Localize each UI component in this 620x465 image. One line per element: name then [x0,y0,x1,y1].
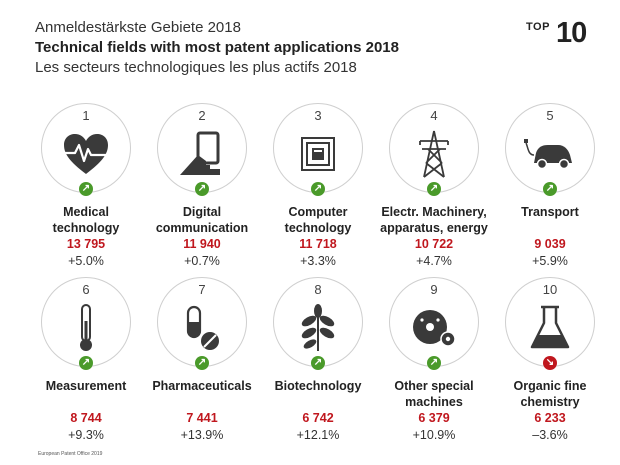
title-english: Technical fields with most patent applic… [35,39,399,56]
title-german: Anmeldestärkste Gebiete 2018 [35,19,241,36]
header: Anmeldestärkste Gebiete 2018 Technical f… [35,18,399,78]
rank-number: 9 [430,282,438,297]
field-label: Transport [521,205,579,219]
tablet-hand-icon [180,131,220,175]
trend-up-icon: ↗ [79,182,93,196]
trend-up-icon: ↗ [427,356,441,370]
trend-up-icon: ↗ [427,182,441,196]
power-pylon-icon [419,130,449,178]
rank-number: 3 [314,108,322,123]
trend-up-icon: ↗ [195,182,209,196]
application-count: 10 722 [414,237,454,251]
icon-circle [157,103,247,193]
rank-number: 8 [314,282,322,297]
thermometer-icon [80,304,92,351]
application-count: 6 233 [534,411,566,425]
trend-up-icon: ↗ [311,182,325,196]
saw-blade-icon [413,310,456,347]
field-label: Computer technology [284,205,352,235]
rank-number: 7 [198,282,206,297]
icon-circle [157,277,247,367]
title-french: Les secteurs technologiques les plus act… [35,59,357,76]
badge-top: TOP [526,21,550,33]
rank-number: 2 [198,108,206,123]
trend-up-icon: ↗ [195,356,209,370]
flask-icon [530,305,570,349]
trend-up-icon: ↗ [79,356,93,370]
application-count: 6 379 [418,411,450,425]
rank-number: 4 [430,108,438,123]
application-count: 6 742 [302,411,334,425]
field-label: Measurement [45,379,127,393]
heart-pulse-icon [64,134,108,174]
icon-circle [389,103,479,193]
rank-number: 10 [542,282,558,297]
growth-percent: –3.6% [532,428,568,442]
application-count: 13 795 [66,237,106,251]
field-label: Other special machines [394,379,474,409]
electric-car-icon [524,139,572,170]
rank-number: 1 [82,108,90,123]
application-count: 8 744 [70,411,102,425]
growth-percent: +10.9% [412,428,456,442]
growth-percent: +9.3% [68,428,104,442]
growth-percent: +5.9% [532,254,568,268]
application-count: 11 718 [299,237,337,251]
field-label: Pharmaceuticals [152,379,252,393]
growth-percent: +0.7% [184,254,220,268]
field-label: Electr. Machinery, apparatus, energy [380,205,488,235]
leaf-icon [301,304,335,351]
field-label: Medical technology [52,205,120,235]
rank-number: 5 [546,108,554,123]
growth-percent: +4.7% [416,254,452,268]
application-count: 11 940 [183,237,221,251]
application-count: 7 441 [186,411,218,425]
trend-down-icon: ↘ [543,356,557,370]
growth-percent: +5.0% [68,254,104,268]
trend-up-icon: ↗ [311,356,325,370]
application-count: 9 039 [534,237,566,251]
footer-credit: European Patent Office 2019 [38,451,103,457]
trend-up-icon: ↗ [543,182,557,196]
field-label: Digital communication [155,205,249,235]
growth-percent: +13.9% [180,428,224,442]
top10-badge: TOP 10 [526,17,596,57]
growth-percent: +12.1% [296,428,340,442]
field-label: Organic fine chemistry [513,379,587,409]
chip-icon [301,137,335,171]
badge-number: 10 [556,17,587,49]
pills-icon [186,305,219,350]
rank-number: 6 [82,282,90,297]
growth-percent: +3.3% [300,254,336,268]
field-label: Biotechnology [274,379,362,393]
